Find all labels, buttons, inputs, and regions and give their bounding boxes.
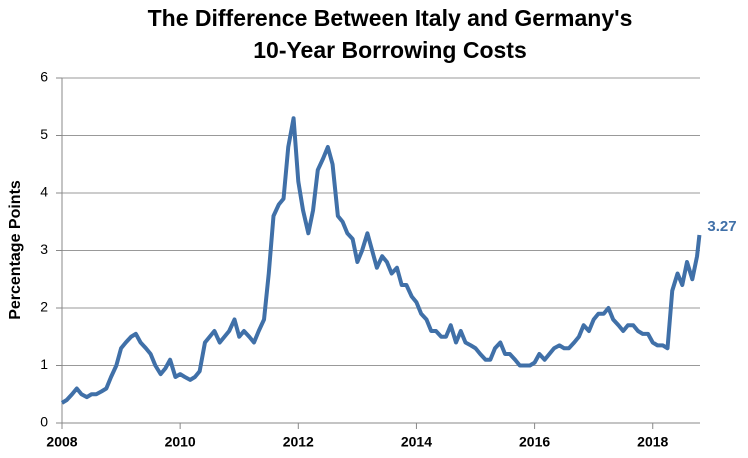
x-tick-label: 2010 — [165, 434, 196, 450]
y-tick-label: 0 — [40, 414, 48, 430]
y-tick-label: 2 — [40, 299, 48, 315]
y-tick-label: 3 — [40, 241, 48, 257]
x-tick-label: 2014 — [401, 434, 432, 450]
data-label: 3.27 — [707, 218, 736, 235]
y-tick-label: 5 — [40, 126, 48, 142]
data-line — [60, 116, 702, 405]
y-tick-label: 4 — [40, 184, 48, 200]
x-tick-label: 2018 — [637, 434, 668, 450]
x-tick-label: 2012 — [283, 434, 314, 450]
y-tick-label: 1 — [40, 356, 48, 372]
chart-title: The Difference Between Italy and Germany… — [148, 5, 633, 31]
y-axis-label: Percentage Points — [7, 180, 24, 320]
chart-title: 10-Year Borrowing Costs — [253, 37, 527, 63]
x-tick-label: 2016 — [519, 434, 550, 450]
y-tick-label: 6 — [40, 69, 48, 85]
x-tick-label: 2008 — [46, 434, 77, 450]
